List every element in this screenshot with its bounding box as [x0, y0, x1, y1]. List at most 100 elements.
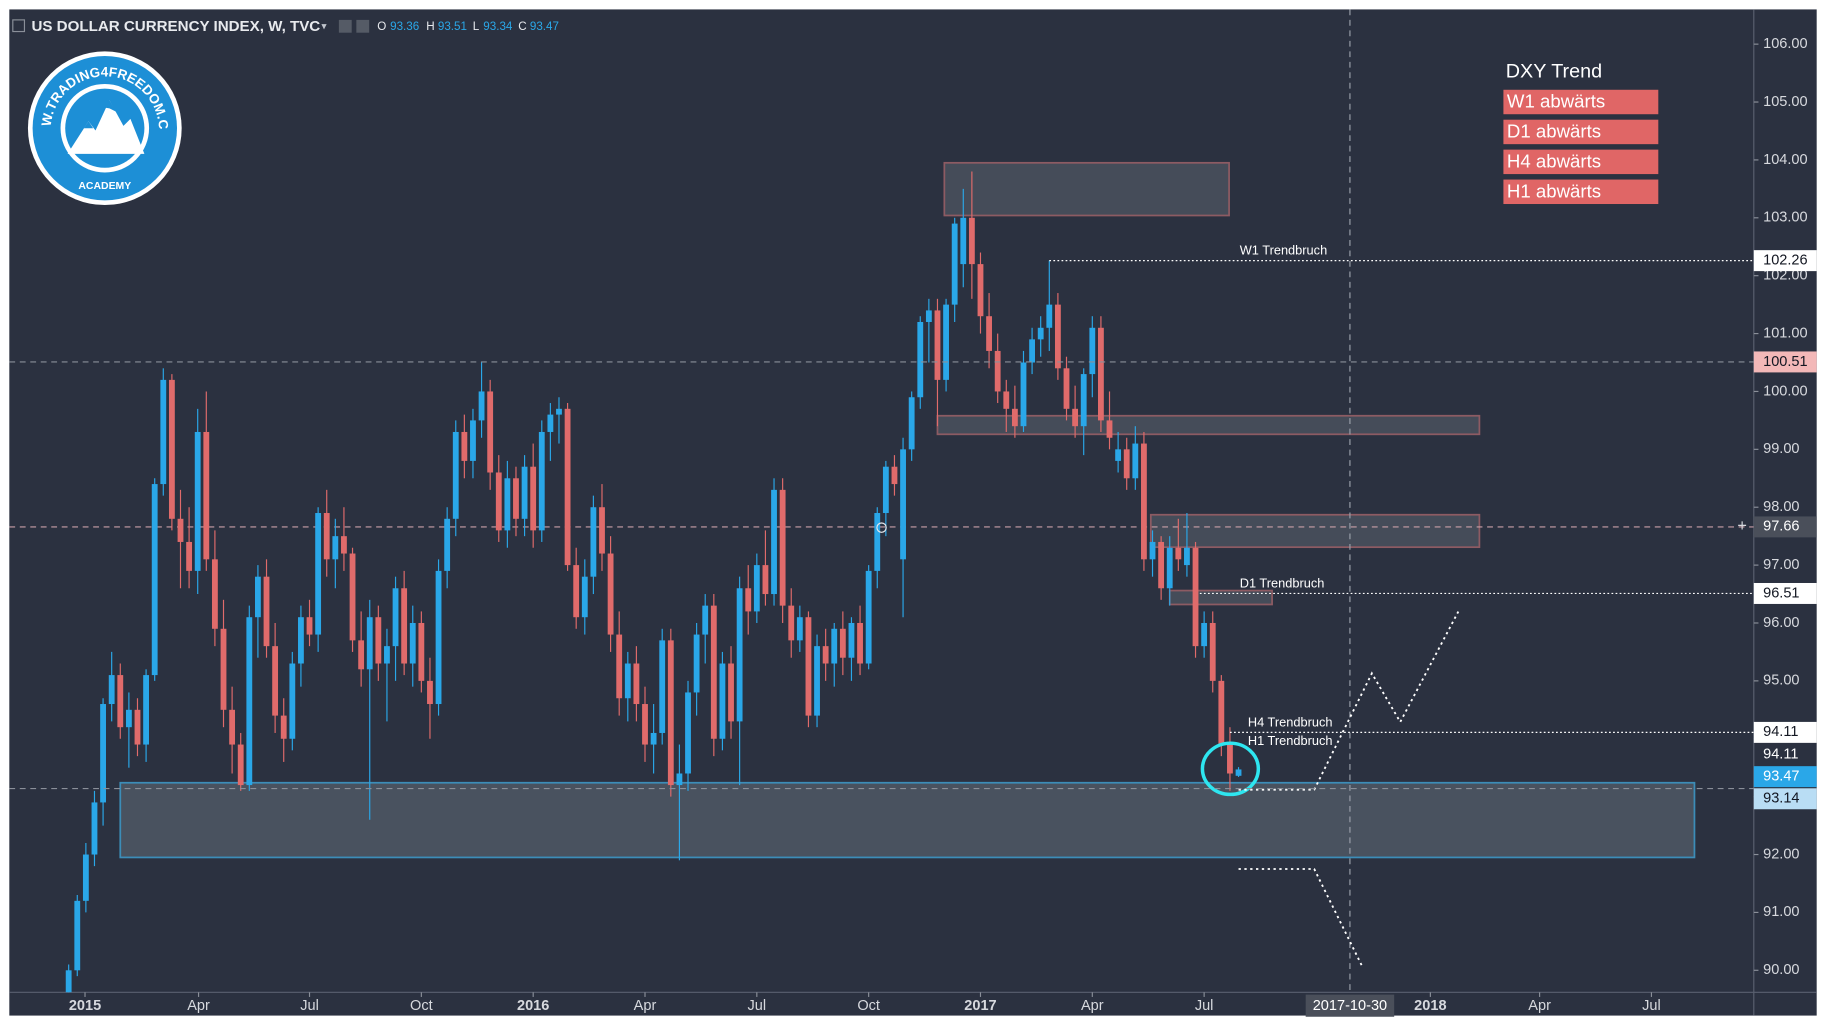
candle-body [762, 565, 769, 595]
candle-body [1201, 622, 1208, 647]
candle-body [667, 640, 674, 786]
level-annotation: H4 Trendbruch [1248, 714, 1333, 729]
candle-body [384, 646, 390, 664]
candle-body [1020, 362, 1027, 427]
candle-body [504, 478, 511, 531]
x-tick-label: Apr [634, 998, 657, 1014]
candle-body [633, 663, 640, 705]
candle-body [650, 732, 657, 745]
candle-body [1003, 391, 1010, 409]
x-tick-label: 2016 [517, 998, 549, 1014]
candle-body [1235, 769, 1242, 776]
level-label-bg [1753, 788, 1817, 810]
y-tick-label: 92.00 [1763, 846, 1799, 862]
trend-row-bg [1503, 89, 1659, 115]
dropdown-arrow[interactable]: ▾ [321, 22, 326, 33]
candle-body [375, 617, 382, 664]
candle-body [409, 622, 416, 664]
candle-body [556, 408, 562, 415]
candle-body [211, 559, 218, 629]
candle-body [882, 466, 889, 514]
crosshair-x-label: 2017-10-30 [1313, 998, 1387, 1014]
candle-body [1054, 304, 1061, 369]
candle-body [435, 570, 442, 705]
candle-body [736, 588, 743, 722]
candle-body [487, 391, 494, 473]
candle-body [461, 431, 468, 461]
candle-body [1029, 339, 1036, 363]
level-label: 102.26 [1763, 252, 1808, 268]
candle-body [943, 304, 949, 380]
x-tick-label: Apr [1528, 998, 1551, 1014]
x-tick-label: 2018 [1414, 998, 1446, 1014]
crosshair-y-label-bg [1753, 516, 1817, 538]
candle-body [779, 489, 786, 606]
candle-body [1046, 304, 1053, 328]
zone [1149, 513, 1481, 549]
candle-body [160, 379, 167, 485]
y-tick-label: 102.00 [1763, 268, 1808, 284]
low-label: L [473, 20, 480, 33]
level-label-bg [1753, 351, 1817, 373]
y-tick-label: 91.00 [1763, 904, 1799, 920]
candle-body [925, 310, 932, 322]
candle-body [581, 576, 588, 618]
candle-body [108, 675, 115, 705]
candle-body [891, 466, 898, 485]
y-tick-label: 97.00 [1763, 557, 1799, 573]
candle-body [1149, 541, 1156, 560]
crosshair-y-label: 97.66 [1763, 519, 1799, 535]
trend-row: H1 abwärts [1507, 180, 1601, 201]
candle-body [1192, 547, 1199, 647]
y-tick-label: 90.00 [1763, 962, 1799, 978]
candle-body [728, 663, 734, 722]
plot-area [9, 9, 1754, 993]
y-tick-label: 105.00 [1763, 94, 1808, 110]
x-tick-label: 2017 [964, 998, 996, 1014]
candle-body [91, 802, 98, 855]
candle-body [719, 663, 726, 739]
candle-body [315, 513, 322, 635]
high-value: 93.51 [438, 20, 467, 33]
candle-body [203, 431, 210, 560]
high-label: H [426, 20, 434, 33]
candle-body [676, 773, 683, 786]
x-tick-label: 2015 [69, 998, 101, 1014]
settings-icon[interactable] [338, 19, 352, 33]
crosshair-x-label-bg [1305, 994, 1395, 1017]
candle-body [220, 628, 227, 710]
candle-body [590, 507, 597, 577]
candle-body [495, 472, 502, 531]
close-icon[interactable] [356, 19, 370, 33]
candle-body [1089, 327, 1096, 375]
candle-body [1106, 420, 1113, 438]
projection-path [1238, 868, 1364, 968]
level-annotation: D1 Trendbruch [1240, 576, 1325, 591]
trend-row-bg [1503, 179, 1659, 205]
candle-body [186, 541, 193, 571]
candle-body [934, 310, 941, 380]
candle-body [341, 536, 347, 554]
candle-body [74, 900, 81, 971]
close-value: 93.47 [530, 20, 559, 33]
trend-row: H4 abwärts [1507, 150, 1601, 171]
low-value: 93.34 [483, 20, 513, 33]
candle-body [960, 217, 967, 265]
candle-body [323, 513, 330, 560]
x-tick-label: Jul [300, 998, 319, 1014]
candle-body [616, 634, 623, 699]
candle-body [427, 680, 433, 705]
candle-body [349, 553, 356, 641]
collapse-icon[interactable] [12, 19, 26, 33]
highlight-circle [1200, 741, 1261, 797]
x-tick-label: Oct [410, 998, 433, 1014]
candle-body [573, 565, 580, 618]
candle-body [900, 449, 906, 560]
candle-body [255, 576, 261, 618]
candle-body [1218, 680, 1225, 745]
open-label: O [377, 20, 386, 33]
candle-body [1158, 541, 1165, 589]
candle-body [229, 709, 236, 745]
candle-body [693, 634, 700, 693]
